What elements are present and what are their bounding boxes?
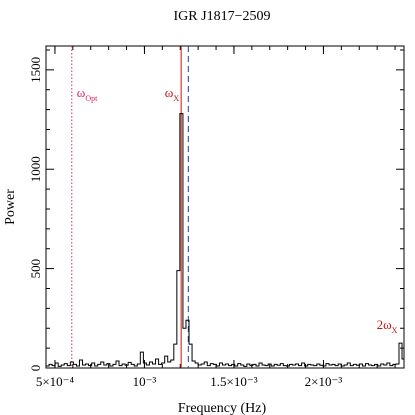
axes: 5×10⁻⁴ 10⁻³ 1.5×10⁻³ 2×10⁻³ 0 500 1000 1500 bbox=[28, 45, 405, 389]
x-tick-label: 2×10⁻³ bbox=[305, 374, 343, 389]
y-axis-label: Power bbox=[3, 189, 18, 225]
x-axis-label: Frequency (Hz) bbox=[178, 401, 267, 415]
marker-label: ωX bbox=[165, 85, 180, 103]
x-tick-label: 5×10⁻⁴ bbox=[36, 374, 75, 389]
y-tick-label: 0 bbox=[28, 365, 43, 372]
y-tick-label: 1500 bbox=[28, 57, 43, 83]
y-tick-label: 500 bbox=[28, 259, 43, 279]
chart-title: IGR J1817−2509 bbox=[174, 9, 271, 24]
x-tick-label: 10⁻³ bbox=[133, 374, 157, 389]
plot-frame bbox=[45, 45, 405, 369]
marker-label: 2ωX bbox=[377, 317, 398, 335]
plot-area bbox=[46, 113, 404, 367]
power-series-line bbox=[46, 113, 404, 367]
marker-label: ωOpt bbox=[77, 85, 98, 103]
y-tick-label: 1000 bbox=[28, 156, 43, 182]
frequency-markers: ωOpt ωX 2ωX bbox=[71, 46, 398, 368]
x-tick-label: 1.5×10⁻³ bbox=[210, 374, 257, 389]
